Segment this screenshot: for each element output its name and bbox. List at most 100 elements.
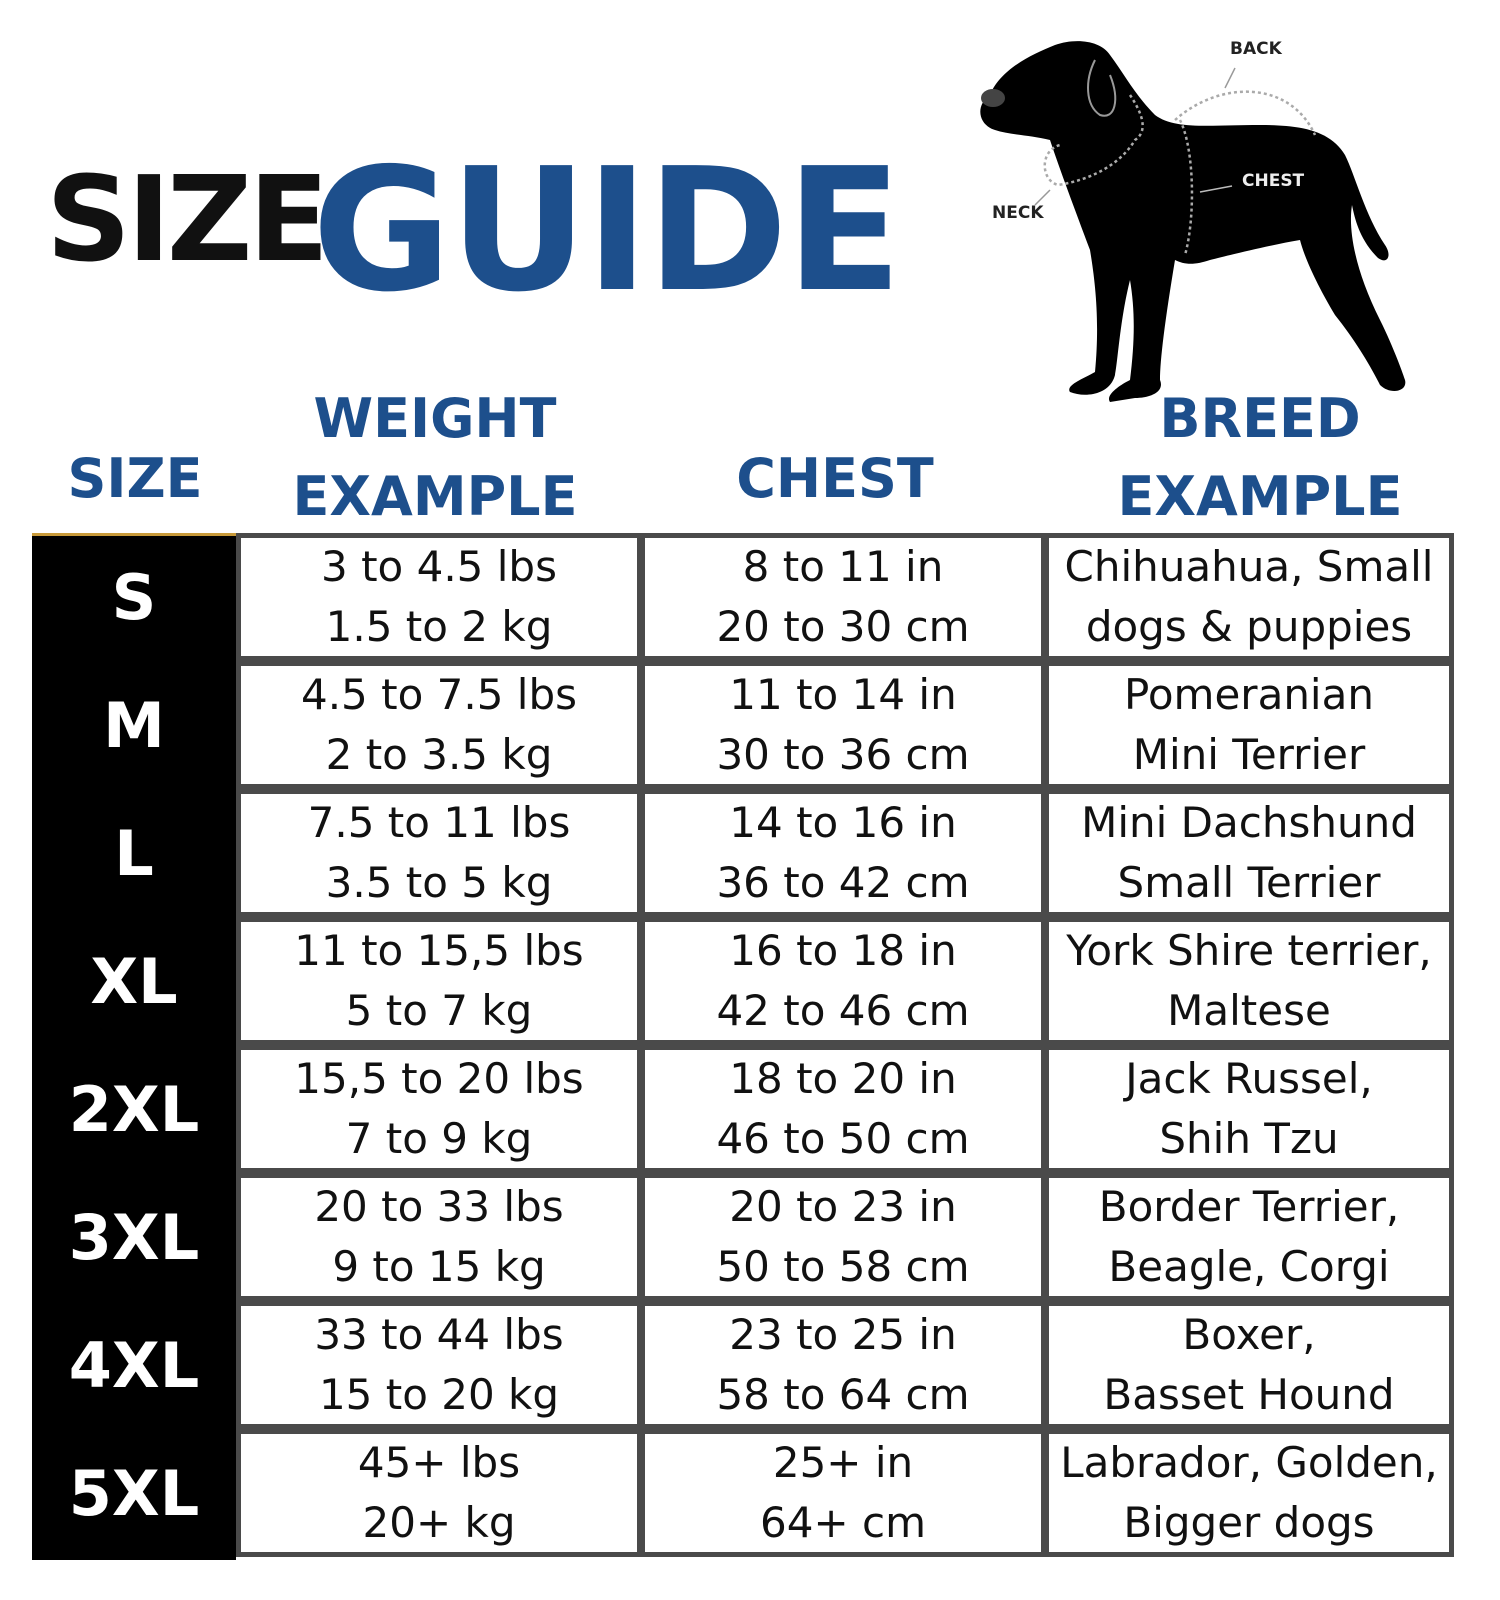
weight-cell: 11 to 15,5 lbs 5 to 7 kg — [236, 917, 642, 1045]
weight-cell: 20 to 33 lbs 9 to 15 kg — [236, 1173, 642, 1301]
size-label-3xl: 3XL — [68, 1200, 200, 1274]
weight-line: 7 to 9 kg — [345, 1114, 533, 1163]
breed-cell: Chihuahua, Small dogs & puppies — [1044, 533, 1454, 661]
weight-line: 1.5 to 2 kg — [325, 602, 553, 651]
chest-line: 42 to 46 cm — [716, 986, 970, 1035]
breed-line: Maltese — [1167, 986, 1331, 1035]
weight-line: 15 to 20 kg — [318, 1370, 560, 1419]
size-label-4xl: 4XL — [68, 1328, 200, 1402]
breed-line: Mini Terrier — [1132, 730, 1366, 779]
weight-line: 2 to 3.5 kg — [325, 730, 553, 779]
weight-line: 11 to 15,5 lbs — [294, 926, 584, 975]
breed-line: Shih Tzu — [1159, 1114, 1339, 1163]
weight-line: 9 to 15 kg — [332, 1242, 546, 1291]
breed-cell: Labrador, Golden, Bigger dogs — [1044, 1429, 1454, 1557]
chest-cell: 11 to 14 in 30 to 36 cm — [640, 661, 1046, 789]
breed-line: Bigger dogs — [1123, 1498, 1375, 1547]
dog-measurement-diagram: BACK CHEST NECK — [980, 39, 1406, 402]
breed-cell: York Shire terrier, Maltese — [1044, 917, 1454, 1045]
neck-label: NECK — [992, 203, 1044, 223]
weight-line: 45+ lbs — [357, 1438, 521, 1487]
chest-cell: 20 to 23 in 50 to 58 cm — [640, 1173, 1046, 1301]
size-label-5xl: 5XL — [68, 1456, 200, 1530]
header-breed-line1: BREED — [1159, 387, 1361, 450]
chest-line: 46 to 50 cm — [716, 1114, 970, 1163]
back-measure-line — [1174, 90, 1317, 136]
weight-line: 7.5 to 11 lbs — [307, 798, 571, 847]
header-breed: BREED EXAMPLE — [1060, 380, 1460, 536]
chest-cell: 16 to 18 in 42 to 46 cm — [640, 917, 1046, 1045]
weight-cell: 15,5 to 20 lbs 7 to 9 kg — [236, 1045, 642, 1173]
breed-line: Beagle, Corgi — [1108, 1242, 1390, 1291]
breed-line: York Shire terrier, — [1066, 926, 1432, 975]
weight-line: 20+ kg — [362, 1498, 516, 1547]
breed-line: Small Terrier — [1117, 858, 1381, 907]
breed-line: Labrador, Golden, — [1060, 1438, 1438, 1487]
breed-line: Boxer, — [1182, 1310, 1316, 1359]
breed-cell: Mini Dachshund Small Terrier — [1044, 789, 1454, 917]
breed-line: Chihuahua, Small — [1064, 542, 1434, 591]
weight-cell: 45+ lbs 20+ kg — [236, 1429, 642, 1557]
breed-line: Jack Russel, — [1125, 1054, 1373, 1103]
size-table: S 3 to 4.5 lbs 1.5 to 2 kg 8 to 11 in 20 to … — [32, 533, 1454, 1560]
chest-line: 16 to 18 in — [729, 926, 957, 975]
size-label-m: M — [103, 688, 165, 762]
chest-line: 23 to 25 in — [729, 1310, 957, 1359]
title-size: SIZE — [46, 150, 329, 288]
breed-line: Pomeranian — [1124, 670, 1374, 719]
chest-line: 25+ in — [772, 1438, 914, 1487]
chest-cell: 14 to 16 in 36 to 42 cm — [640, 789, 1046, 917]
size-label-l: L — [114, 816, 154, 890]
size-label-xl: XL — [90, 944, 178, 1018]
breed-cell: Border Terrier, Beagle, Corgi — [1044, 1173, 1454, 1301]
chest-line: 64+ cm — [760, 1498, 926, 1547]
chest-measure-line — [1178, 119, 1194, 256]
weight-line: 5 to 7 kg — [345, 986, 533, 1035]
breed-line: Basset Hound — [1103, 1370, 1395, 1419]
chest-line: 58 to 64 cm — [716, 1370, 970, 1419]
weight-line: 4.5 to 7.5 lbs — [300, 670, 577, 719]
header-size: SIZE — [67, 447, 203, 510]
chest-cell: 18 to 20 in 46 to 50 cm — [640, 1045, 1046, 1173]
weight-line: 33 to 44 lbs — [314, 1310, 564, 1359]
chest-cell: 23 to 25 in 58 to 64 cm — [640, 1301, 1046, 1429]
title-guide: GUIDE — [312, 132, 902, 330]
weight-line: 15,5 to 20 lbs — [294, 1054, 584, 1103]
header-breed-line2: EXAMPLE — [1117, 465, 1403, 528]
chest-line: 36 to 42 cm — [716, 858, 970, 907]
chest-cell: 8 to 11 in 20 to 30 cm — [640, 533, 1046, 661]
chest-line: 20 to 23 in — [729, 1182, 957, 1231]
size-label-2xl: 2XL — [68, 1072, 200, 1146]
weight-cell: 33 to 44 lbs 15 to 20 kg — [236, 1301, 642, 1429]
chest-line: 20 to 30 cm — [716, 602, 970, 651]
weight-cell: 7.5 to 11 lbs 3.5 to 5 kg — [236, 789, 642, 917]
header-weight-line1: WEIGHT — [313, 387, 557, 450]
breed-line: Border Terrier, — [1098, 1182, 1400, 1231]
chest-cell: 25+ in 64+ cm — [640, 1429, 1046, 1557]
weight-line: 20 to 33 lbs — [314, 1182, 564, 1231]
dog-silhouette-icon — [980, 41, 1406, 402]
neck-measure-line — [1043, 94, 1144, 187]
weight-cell: 4.5 to 7.5 lbs 2 to 3.5 kg — [236, 661, 642, 789]
breed-cell: Pomeranian Mini Terrier — [1044, 661, 1454, 789]
chest-line: 8 to 11 in — [742, 542, 944, 591]
size-column — [32, 533, 236, 1560]
breed-line: Mini Dachshund — [1081, 798, 1417, 847]
chest-line: 50 to 58 cm — [716, 1242, 970, 1291]
weight-cell: 3 to 4.5 lbs 1.5 to 2 kg — [236, 533, 642, 661]
back-label: BACK — [1230, 39, 1283, 59]
breed-cell: Boxer, Basset Hound — [1044, 1301, 1454, 1429]
breed-cell: Jack Russel, Shih Tzu — [1044, 1045, 1454, 1173]
header-weight: WEIGHT EXAMPLE — [240, 380, 630, 536]
weight-line: 3.5 to 5 kg — [325, 858, 553, 907]
chest-label: CHEST — [1242, 171, 1305, 191]
header-weight-line2: EXAMPLE — [292, 465, 578, 528]
chest-line: 11 to 14 in — [729, 670, 957, 719]
size-label-s: S — [111, 560, 157, 634]
header-chest: CHEST — [736, 447, 934, 510]
breed-line: dogs & puppies — [1085, 602, 1413, 651]
chest-line: 14 to 16 in — [729, 798, 957, 847]
weight-line: 3 to 4.5 lbs — [321, 542, 557, 591]
chest-line: 18 to 20 in — [729, 1054, 957, 1103]
chest-line: 30 to 36 cm — [716, 730, 970, 779]
